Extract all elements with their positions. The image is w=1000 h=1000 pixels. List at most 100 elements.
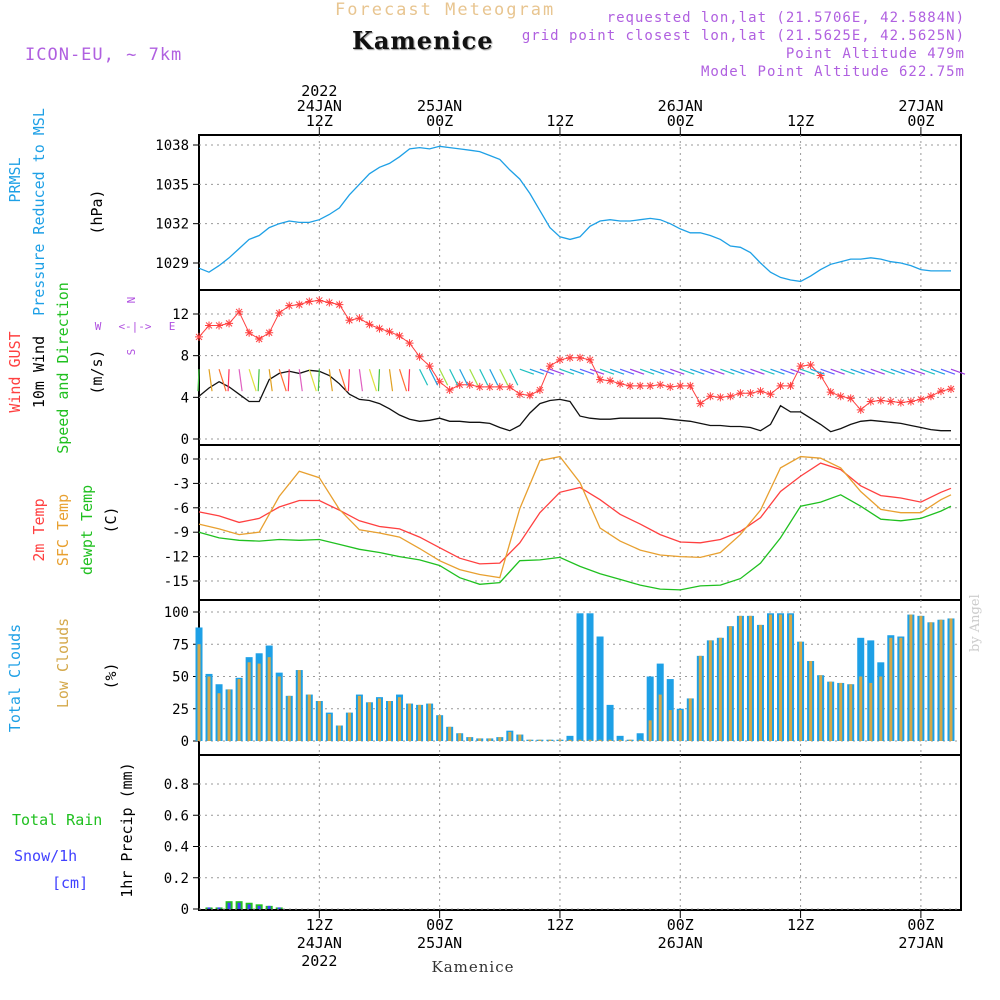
wind-direction-arrow — [780, 368, 795, 375]
low-cloud-bar — [548, 739, 552, 741]
top-time-label: 12Z — [546, 112, 573, 130]
ytick-label-pressure: 1029 — [155, 256, 189, 272]
low-cloud-bar — [849, 684, 853, 741]
ytick-label-clouds: 75 — [172, 637, 189, 653]
ytick-label-precip: 0.4 — [164, 840, 189, 856]
ylabel-ms: (m/s) — [88, 349, 106, 394]
wind-speed-line — [198, 369, 951, 433]
gust-marker — [325, 298, 334, 307]
gust-marker — [335, 300, 344, 309]
model-label: ICON-EU, ~ 7km — [25, 45, 183, 65]
low-cloud-bar — [538, 739, 542, 741]
gust-marker — [525, 391, 534, 400]
wind-direction-arrow — [238, 369, 243, 392]
low-cloud-bar — [247, 662, 251, 741]
low-cloud-bar — [578, 739, 582, 741]
top-time-label: 27JAN — [898, 97, 943, 115]
panel-frame-temperature — [198, 444, 962, 601]
ylabel-speed-direction: Speed and Direction — [54, 282, 72, 454]
ylabel-celsius: (C) — [102, 506, 120, 533]
ylabel-precip: 1hr Precip (mm) — [118, 762, 136, 897]
bottom-time-label: 2022 — [301, 952, 337, 970]
wind-direction-arrow — [820, 368, 835, 375]
gust-marker — [445, 386, 454, 395]
temp-2m-line — [198, 462, 952, 565]
low-cloud-bar — [909, 614, 913, 741]
ylabel-percent: (%) — [102, 662, 120, 689]
low-cloud-bar — [819, 675, 823, 741]
wind-direction-arrow — [589, 368, 605, 375]
wind-direction-arrow — [920, 368, 936, 375]
gust-marker — [505, 382, 514, 391]
low-cloud-bar — [859, 676, 863, 741]
point-altitude: Point Altitude 479m — [785, 46, 965, 62]
wind-direction-arrow — [328, 369, 333, 392]
wind-direction-arrow — [509, 368, 519, 386]
low-cloud-bar — [327, 713, 331, 741]
gust-marker — [195, 332, 203, 341]
gust-marker — [626, 381, 635, 390]
ylabel-dewpt-temp: dewpt Temp — [78, 485, 96, 575]
ytick-label-temperature: -15 — [164, 574, 189, 590]
low-cloud-bar — [237, 679, 241, 741]
low-cloud-bar — [618, 739, 622, 741]
gust-marker — [896, 398, 905, 407]
gust-marker — [916, 395, 925, 404]
wind-direction-arrow — [429, 368, 439, 386]
wind-direction-arrow — [358, 369, 364, 392]
total-cloud-bar — [636, 733, 644, 741]
wind-direction-arrow — [208, 369, 213, 392]
wind-direction-arrow — [278, 369, 287, 392]
gust-marker — [746, 389, 755, 398]
gust-marker — [485, 382, 494, 391]
pressure-line — [198, 145, 951, 283]
low-cloud-bar — [257, 663, 261, 741]
gust-marker — [776, 381, 785, 390]
low-cloud-bar — [428, 703, 432, 741]
compass-n: N — [125, 297, 138, 304]
ytick-label-clouds: 50 — [172, 670, 189, 686]
ytick-label-pressure: 1032 — [155, 217, 189, 233]
wind-direction-arrow — [388, 369, 394, 392]
gust-marker — [826, 388, 835, 397]
gust-marker — [946, 385, 955, 393]
low-cloud-bar — [528, 739, 532, 741]
wind-direction-arrow — [298, 369, 303, 392]
low-cloud-bar — [488, 738, 492, 741]
gust-marker — [225, 319, 234, 328]
gust-marker — [766, 390, 775, 399]
low-cloud-bar — [668, 710, 672, 741]
ytick-label-precip: 0.6 — [164, 808, 189, 824]
temp-sfc-line — [198, 455, 952, 579]
wind-direction-arrow — [377, 369, 381, 392]
wind-direction-arrow — [660, 368, 675, 375]
wind-direction-arrow — [740, 368, 755, 375]
wind-direction-arrow — [479, 368, 489, 386]
wind-direction-arrow — [599, 368, 615, 375]
wind-direction-arrow — [770, 368, 785, 375]
low-cloud-bar — [438, 715, 442, 741]
wind-direction-arrow — [308, 369, 317, 392]
gust-marker — [295, 300, 304, 309]
gust-marker — [255, 335, 264, 343]
low-cloud-bar — [398, 697, 402, 741]
wind-direction-arrow — [268, 369, 273, 392]
gust-marker — [345, 316, 354, 325]
gust-marker — [395, 331, 404, 340]
gust-marker — [545, 362, 554, 371]
low-cloud-bar — [789, 614, 793, 741]
wind-direction-arrow — [579, 368, 595, 375]
wind-direction-arrow — [700, 368, 715, 375]
wind-direction-arrow — [407, 369, 411, 392]
low-cloud-bar — [839, 682, 843, 741]
ytick-label-wind: 4 — [181, 390, 189, 406]
low-cloud-bar — [347, 712, 351, 741]
wind-direction-arrow — [910, 368, 926, 375]
ytick-label-temperature: 0 — [181, 452, 189, 468]
snow-bar — [277, 907, 281, 909]
gust-marker — [786, 381, 795, 390]
panel-frame-pressure — [198, 134, 962, 291]
compass-arrows: <-|-> — [118, 320, 151, 333]
gust-marker — [736, 389, 745, 398]
panel-frame-precip — [198, 754, 962, 911]
